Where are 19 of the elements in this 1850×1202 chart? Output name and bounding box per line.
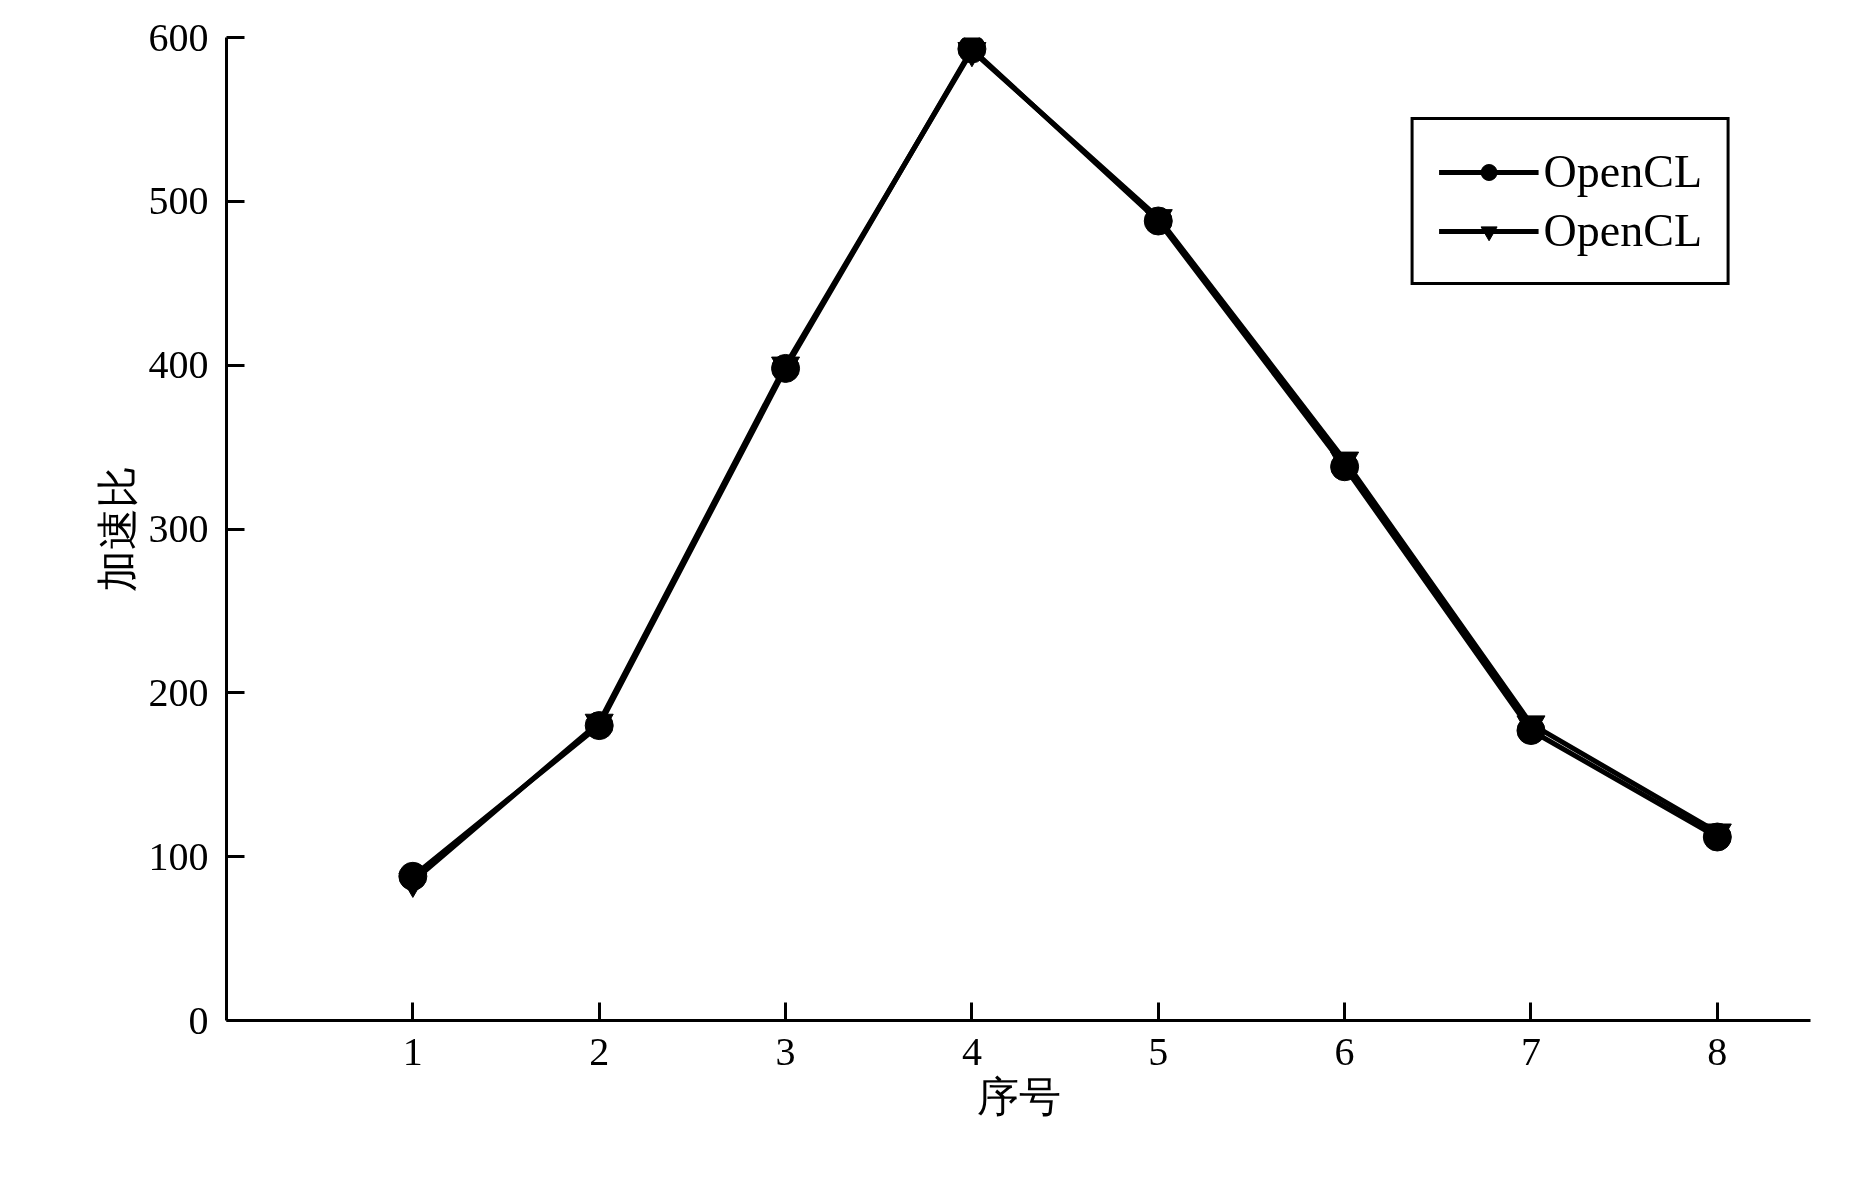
y-tick-label: 600 bbox=[148, 14, 209, 60]
y-tick-label: 300 bbox=[148, 506, 209, 551]
x-tick-label: 3 bbox=[775, 1028, 796, 1074]
y-tick-label: 400 bbox=[148, 342, 209, 388]
x-tick-label: 6 bbox=[1334, 1028, 1355, 1074]
legend-label: OpenCL bbox=[1543, 145, 1702, 198]
y-tick-label: 0 bbox=[188, 997, 209, 1043]
y-tick-label: 100 bbox=[148, 833, 209, 879]
x-tick-label: 2 bbox=[589, 1028, 610, 1074]
y-axis-title: 加速比 bbox=[93, 466, 141, 592]
x-tick-label: 7 bbox=[1520, 1028, 1541, 1074]
x-tick-label: 4 bbox=[961, 1028, 982, 1074]
y-tick-label: 200 bbox=[148, 669, 209, 715]
x-axis-title: 序号 bbox=[976, 1072, 1061, 1120]
x-tick-label: 1 bbox=[402, 1028, 423, 1074]
x-tick-label: 5 bbox=[1148, 1028, 1169, 1074]
x-tick-label: 8 bbox=[1707, 1028, 1728, 1074]
legend-label: OpenCL bbox=[1543, 204, 1702, 257]
y-tick-label: 500 bbox=[148, 178, 209, 224]
